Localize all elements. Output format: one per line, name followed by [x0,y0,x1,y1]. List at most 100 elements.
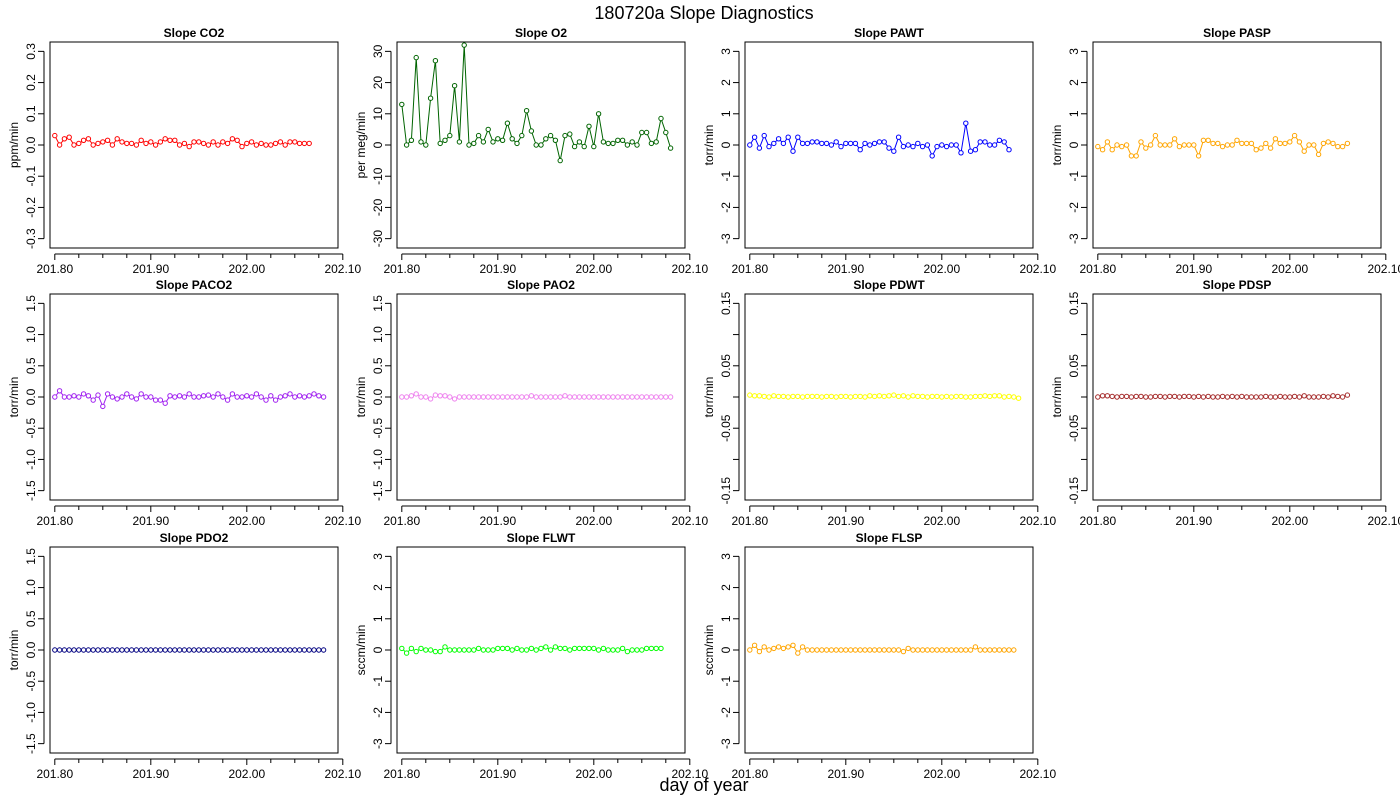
data-point [119,139,125,145]
y-tick-label: -3 [719,233,733,244]
y-tick-label: -1.0 [24,449,38,470]
data-point [910,143,916,150]
data-point [427,647,434,653]
data-point [543,394,549,400]
data-point [1224,142,1231,148]
data-point [224,397,231,403]
data-point [1335,393,1341,400]
data-point [1296,394,1303,400]
data-point [982,647,988,653]
data-point [900,393,907,399]
data-point [747,142,753,148]
data-point [828,142,835,148]
data-point [1128,394,1135,400]
data-point [910,647,916,653]
data-point [1229,393,1235,400]
data-point [475,132,482,139]
data-point [162,647,168,653]
data-point [843,140,849,147]
data-point [658,394,664,400]
data-point [456,139,463,145]
data-point [1171,136,1178,142]
data-point [562,132,568,139]
plot-frame [1092,293,1382,501]
data-point [624,648,631,655]
data-point [634,647,640,653]
data-point [1186,142,1192,148]
y-axis-label: torr/min [354,377,368,418]
data-point [239,143,245,150]
data-point [838,647,844,653]
data-point [90,142,96,148]
x-tick-label: 202.10 [671,262,708,276]
data-point [1181,142,1187,148]
data-point [823,647,830,653]
data-point [895,393,902,400]
y-tick-label: 0.0 [371,388,385,405]
data-point [785,644,791,650]
data-point [643,645,650,652]
data-point [814,647,820,653]
data-point [576,645,583,652]
data-point [953,142,959,148]
data-point [919,393,926,400]
data-point [771,645,777,652]
data-point [220,647,226,653]
data-point [176,647,183,653]
data-point [771,140,777,147]
data-point [1152,393,1159,400]
data-point [1339,394,1346,400]
data-point [629,647,635,653]
data-point [447,394,453,400]
data-point [172,647,178,653]
data-point [562,645,568,652]
data-point [133,647,140,653]
data-point [244,393,250,399]
data-point [929,393,935,400]
data-point [114,136,120,142]
data-point [427,396,434,402]
data-point [442,137,448,144]
y-tick-label: 0.5 [24,610,38,627]
x-axis: 201.80 201.90 202.00 202.10 [731,253,1056,276]
data-point [519,647,525,653]
data-point [1267,394,1274,400]
data-point [967,148,974,154]
data-point [461,394,467,400]
data-point [287,139,293,145]
data-point [1344,392,1351,398]
data-point [958,647,964,653]
data-point [186,143,192,150]
y-tick-label: -3 [719,738,733,749]
panel-slope-flwt: Slope FLWT 201.80 201.90 202.00 202.10 -3 -2 -1… [354,531,708,781]
data-point [1263,140,1269,147]
x-tick-label: 202.00 [575,767,612,781]
data-point [258,647,264,653]
data-point [600,139,607,145]
data-point [1253,394,1259,400]
data-point [56,647,63,653]
x-tick-label: 201.90 [827,514,864,528]
data-point [413,391,419,397]
y-tick-label: -3 [371,738,385,749]
y-tick-label: 1.5 [24,548,38,565]
data-point [253,142,260,148]
data-point [581,394,587,400]
data-point [915,140,921,147]
data-point [152,647,159,653]
y-tick-label: 0.1 [24,105,38,122]
data-point [277,139,284,145]
data-point [1239,140,1245,147]
data-point [432,648,439,655]
data-point [1219,143,1226,150]
data-point [833,647,839,653]
data-point [775,393,782,400]
y-tick-label: -0.5 [371,418,385,439]
data-point [857,147,863,153]
data-point [114,396,120,402]
data-point [619,645,626,652]
data-point [1219,393,1226,400]
data-point [475,645,482,652]
data-point [862,647,868,653]
data-point [138,647,144,653]
